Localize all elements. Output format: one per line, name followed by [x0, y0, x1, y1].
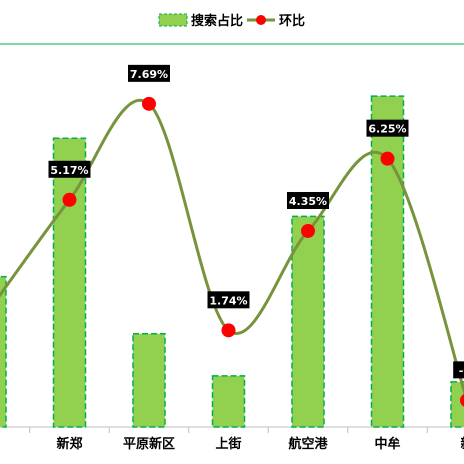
legend-bar-label: 搜索占比 — [191, 13, 243, 29]
data-label-box — [207, 291, 250, 309]
line-point — [380, 151, 395, 166]
x-label: 航空港 — [288, 436, 328, 452]
x-labels: 日新郑平原新区上街航空港中牟新 — [56, 436, 464, 452]
data-label-box — [128, 64, 170, 82]
line-point — [142, 96, 156, 111]
line-point — [221, 323, 236, 338]
line-point — [301, 223, 315, 238]
legend-line-marker — [256, 15, 266, 25]
bars — [0, 95, 464, 428]
legend: 搜索占比 环比 — [158, 13, 305, 29]
x-label: 平原新区 — [123, 436, 175, 452]
x-label: 新 — [460, 436, 464, 452]
data-label: 4.35% — [289, 195, 327, 208]
bar — [211, 375, 246, 428]
data-label-box — [287, 191, 329, 209]
x-label: 上街 — [215, 436, 241, 452]
x-ticks — [29, 427, 428, 433]
line-point — [62, 192, 77, 207]
x-label: 新郑 — [56, 436, 82, 452]
data-label-box — [48, 160, 91, 178]
legend-bar-swatch — [158, 13, 188, 27]
data-label: 7.69% — [130, 68, 168, 81]
data-label: 5.17% — [50, 164, 88, 177]
line-points: %5.17%7.69%1.74%4.35%6.25%-0. — [48, 64, 464, 407]
line-point — [460, 394, 464, 407]
data-label-box — [366, 119, 409, 137]
data-label-box — [453, 361, 464, 379]
data-label: 6.25% — [368, 123, 406, 136]
legend-line-label: 环比 — [279, 13, 305, 29]
x-label: 中牟 — [374, 436, 400, 452]
bar — [291, 215, 325, 428]
data-label: 1.74% — [209, 294, 247, 307]
bar — [132, 332, 166, 428]
bar — [450, 381, 464, 428]
data-label: -0. — [459, 364, 464, 377]
bar — [370, 95, 405, 428]
bar — [0, 275, 7, 428]
